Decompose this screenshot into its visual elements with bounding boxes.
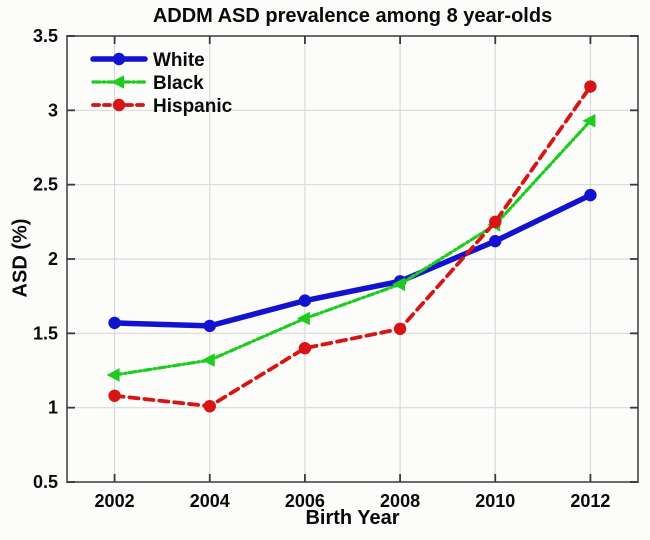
series-line-hispanic: [112, 84, 593, 409]
marker-hispanic: [393, 322, 407, 336]
marker-hispanic: [203, 399, 216, 413]
y-axis-label: ASD (%): [9, 218, 32, 298]
marker-black: [106, 368, 120, 382]
marker-white: [108, 316, 121, 330]
y-tick-label: 0.5: [33, 472, 58, 492]
marker-hispanic: [108, 389, 121, 402]
marker-hispanic: [584, 80, 597, 93]
x-tick-label: 2012: [570, 491, 610, 511]
y-tick-label: 2.5: [33, 175, 58, 195]
marker-black: [201, 353, 215, 367]
y-tick-label: 1: [48, 398, 58, 418]
y-tick-label: 3: [48, 100, 58, 120]
marker-white: [203, 319, 216, 333]
legend-label-hispanic: Hispanic: [153, 96, 233, 117]
x-tick-label: 2008: [380, 491, 420, 511]
marker-white: [489, 234, 502, 248]
legend-marker-black: [111, 75, 124, 89]
marker-black: [582, 113, 596, 128]
marker-black: [392, 277, 406, 292]
legend-marker-hispanic: [112, 98, 126, 112]
series-line-black: [112, 119, 593, 377]
series-line-white: [111, 192, 594, 329]
x-tick-label: 2010: [475, 491, 515, 511]
y-tick-label: 2: [48, 249, 58, 269]
x-tick-label: 2006: [285, 491, 325, 511]
y-tick-label: 1.5: [33, 323, 58, 343]
marker-hispanic: [489, 215, 502, 229]
marker-white: [298, 294, 312, 307]
marker-black: [296, 311, 310, 326]
legend-marker-white: [112, 52, 126, 66]
chart-title: ADDM ASD prevalence among 8 year-olds: [152, 5, 553, 27]
y-tick-label: 3.5: [33, 26, 58, 46]
legend-label-white: White: [153, 50, 205, 71]
marker-hispanic: [298, 342, 312, 355]
marker-white: [584, 188, 597, 202]
x-tick-label: 2002: [95, 491, 135, 511]
x-axis-label: Birth Year: [305, 507, 400, 529]
legend-label-black: Black: [153, 73, 204, 94]
x-tick-label: 2004: [190, 491, 230, 511]
